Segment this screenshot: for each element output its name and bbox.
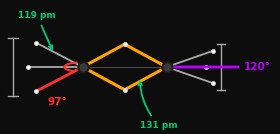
Text: 120°: 120° bbox=[175, 62, 270, 72]
Text: 131 pm: 131 pm bbox=[138, 82, 178, 130]
Text: 97°: 97° bbox=[48, 97, 67, 107]
Text: 119 pm: 119 pm bbox=[18, 11, 56, 49]
